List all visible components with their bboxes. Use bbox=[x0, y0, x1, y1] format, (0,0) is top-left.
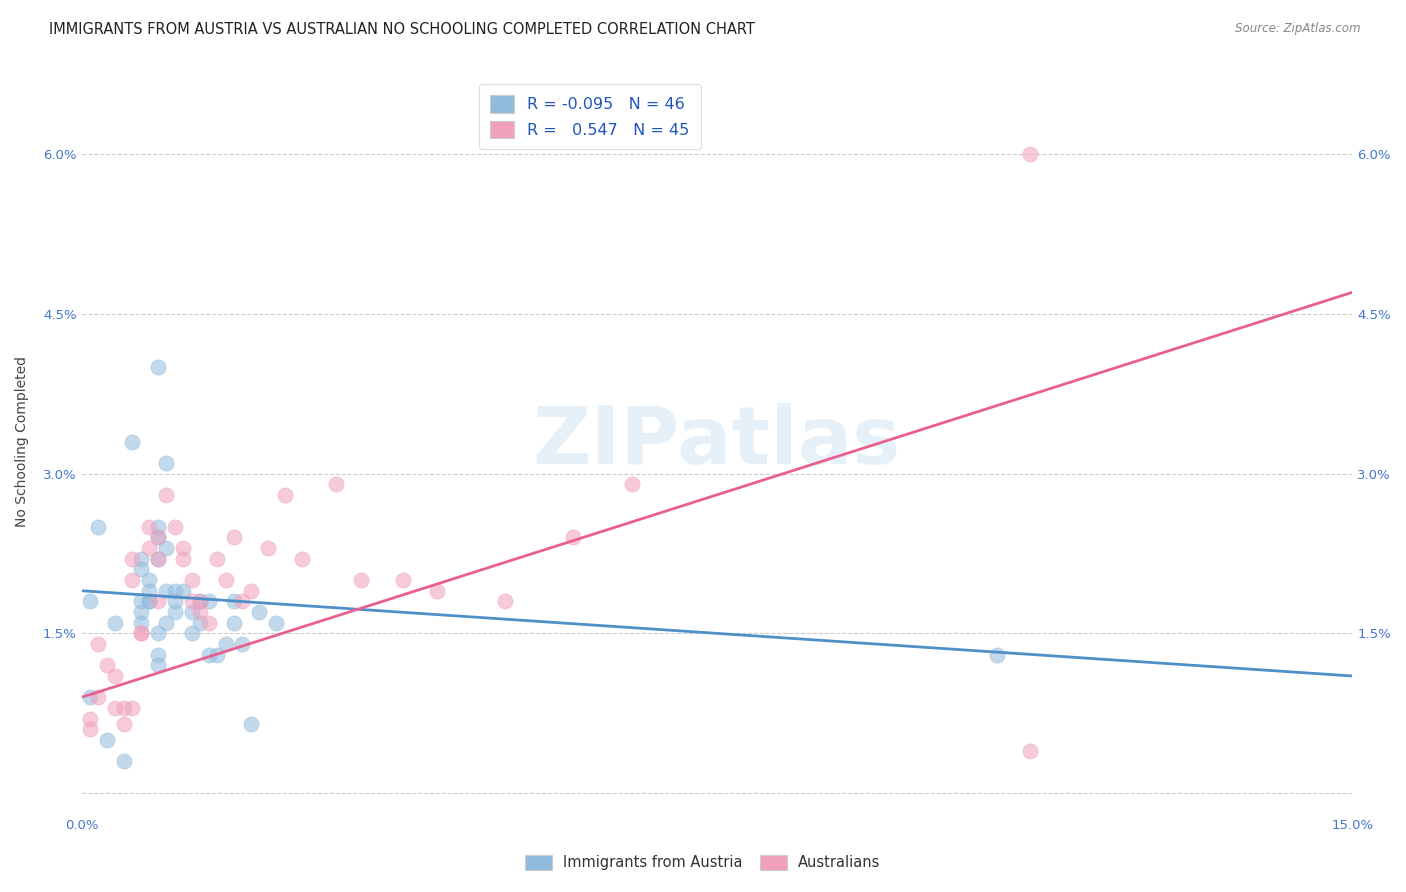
Point bbox=[172, 551, 194, 566]
Point bbox=[231, 637, 253, 651]
Point bbox=[104, 701, 127, 715]
Point bbox=[146, 648, 169, 662]
Point bbox=[205, 648, 228, 662]
Point bbox=[214, 637, 236, 651]
Point bbox=[621, 477, 644, 491]
Y-axis label: No Schooling Completed: No Schooling Completed bbox=[15, 356, 30, 527]
Point bbox=[266, 615, 288, 630]
Legend: Immigrants from Austria, Australians: Immigrants from Austria, Australians bbox=[517, 847, 889, 878]
Text: Source: ZipAtlas.com: Source: ZipAtlas.com bbox=[1236, 22, 1361, 36]
Point bbox=[249, 605, 271, 619]
Point bbox=[163, 520, 186, 534]
Point bbox=[172, 583, 194, 598]
Point bbox=[1019, 146, 1042, 161]
Point bbox=[129, 562, 152, 576]
Point bbox=[155, 615, 177, 630]
Point bbox=[163, 583, 186, 598]
Point bbox=[138, 583, 160, 598]
Point bbox=[163, 605, 186, 619]
Point bbox=[96, 733, 118, 747]
Legend: R = -0.095   N = 46, R =   0.547   N = 45: R = -0.095 N = 46, R = 0.547 N = 45 bbox=[479, 84, 700, 149]
Point bbox=[180, 605, 202, 619]
Point bbox=[79, 712, 101, 726]
Point bbox=[274, 488, 297, 502]
Point bbox=[188, 605, 211, 619]
Point bbox=[112, 701, 135, 715]
Point bbox=[222, 594, 245, 608]
Point bbox=[129, 626, 152, 640]
Point bbox=[155, 541, 177, 555]
Point bbox=[138, 541, 160, 555]
Point bbox=[79, 690, 101, 705]
Point bbox=[96, 658, 118, 673]
Point bbox=[146, 551, 169, 566]
Point bbox=[129, 615, 152, 630]
Point bbox=[146, 626, 169, 640]
Point bbox=[197, 594, 219, 608]
Point bbox=[87, 637, 110, 651]
Point bbox=[146, 594, 169, 608]
Point bbox=[197, 648, 219, 662]
Text: ZIPatlas: ZIPatlas bbox=[533, 402, 901, 481]
Point bbox=[87, 690, 110, 705]
Point bbox=[222, 531, 245, 545]
Point bbox=[561, 531, 583, 545]
Point bbox=[180, 573, 202, 587]
Point bbox=[155, 456, 177, 470]
Point bbox=[257, 541, 280, 555]
Point bbox=[188, 594, 211, 608]
Point bbox=[205, 551, 228, 566]
Point bbox=[104, 615, 127, 630]
Point bbox=[146, 520, 169, 534]
Point bbox=[239, 583, 262, 598]
Point bbox=[180, 626, 202, 640]
Text: IMMIGRANTS FROM AUSTRIA VS AUSTRALIAN NO SCHOOLING COMPLETED CORRELATION CHART: IMMIGRANTS FROM AUSTRIA VS AUSTRALIAN NO… bbox=[49, 22, 755, 37]
Point bbox=[129, 594, 152, 608]
Point bbox=[172, 541, 194, 555]
Point bbox=[138, 594, 160, 608]
Point bbox=[138, 573, 160, 587]
Point bbox=[426, 583, 449, 598]
Point bbox=[129, 605, 152, 619]
Point bbox=[112, 754, 135, 768]
Point bbox=[180, 594, 202, 608]
Point bbox=[121, 701, 143, 715]
Point bbox=[494, 594, 516, 608]
Point bbox=[986, 648, 1008, 662]
Point bbox=[155, 583, 177, 598]
Point bbox=[79, 723, 101, 737]
Point bbox=[138, 594, 160, 608]
Point bbox=[392, 573, 415, 587]
Point bbox=[104, 669, 127, 683]
Point bbox=[239, 717, 262, 731]
Point bbox=[129, 551, 152, 566]
Point bbox=[155, 488, 177, 502]
Point bbox=[121, 434, 143, 449]
Point bbox=[231, 594, 253, 608]
Point bbox=[163, 594, 186, 608]
Point bbox=[146, 658, 169, 673]
Point bbox=[222, 615, 245, 630]
Point bbox=[138, 520, 160, 534]
Point bbox=[188, 594, 211, 608]
Point bbox=[146, 531, 169, 545]
Point bbox=[188, 615, 211, 630]
Point bbox=[291, 551, 314, 566]
Point bbox=[146, 359, 169, 374]
Point bbox=[121, 573, 143, 587]
Point bbox=[1019, 743, 1042, 757]
Point bbox=[350, 573, 373, 587]
Point bbox=[325, 477, 347, 491]
Point bbox=[146, 551, 169, 566]
Point bbox=[129, 626, 152, 640]
Point bbox=[87, 520, 110, 534]
Point bbox=[197, 615, 219, 630]
Point bbox=[79, 594, 101, 608]
Point bbox=[121, 551, 143, 566]
Point bbox=[214, 573, 236, 587]
Point bbox=[112, 717, 135, 731]
Point bbox=[146, 531, 169, 545]
